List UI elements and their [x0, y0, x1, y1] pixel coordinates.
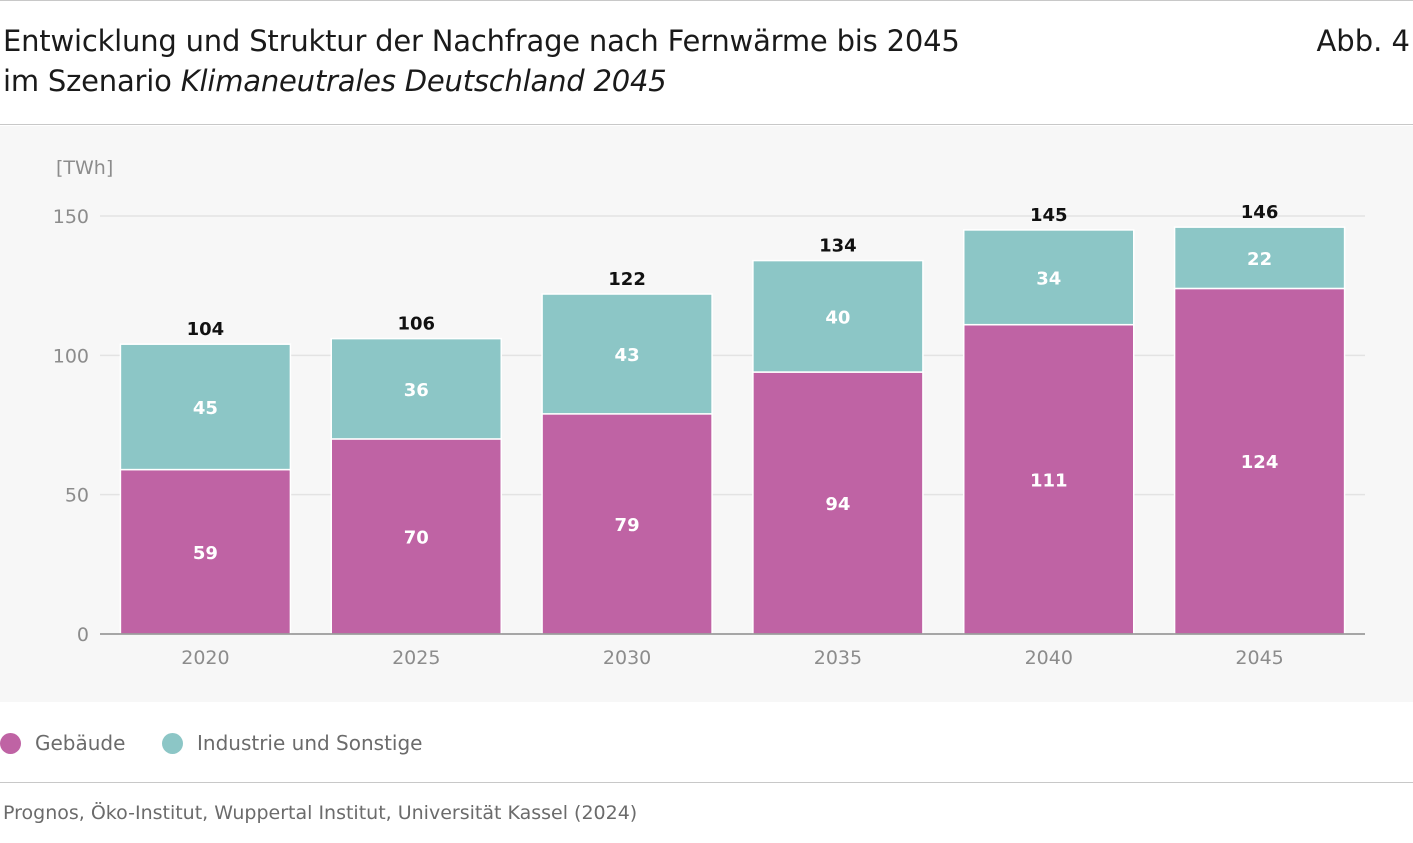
total-label-2035: 134 [819, 236, 857, 257]
total-label-2045: 146 [1241, 202, 1279, 223]
data-label-gebaeude-2045: 124 [1241, 452, 1279, 473]
footer-rule [0, 782, 1413, 783]
total-label-2025: 106 [397, 314, 435, 335]
top-rule [0, 0, 1413, 1]
y-tick-label-50: 50 [65, 485, 89, 507]
chart-title-prefix: im Szenario [3, 64, 181, 98]
y-axis-label: [TWh] [56, 157, 113, 179]
y-tick-label-100: 100 [53, 345, 89, 367]
legend-item-gebaeude: Gebäude [0, 731, 125, 755]
legend-swatch-gebaeude [0, 732, 21, 754]
data-label-gebaeude-2020: 59 [193, 543, 218, 564]
stacked-bar-chart: [TWh] 0 50 100 150 59 45 104 2020 70 36 106 2025 79 43… [53, 157, 1365, 669]
x-tick-label-2035: 2035 [814, 647, 862, 669]
bar-gebaeude-2025 [330, 438, 502, 635]
y-tick-label-150: 150 [53, 206, 89, 228]
data-label-gebaeude-2035: 94 [825, 494, 850, 515]
legend-swatch-industrie [162, 732, 183, 754]
x-tick-label-2020: 2020 [181, 647, 229, 669]
bar-gebaeude-2020 [119, 468, 292, 635]
chart-title-line-2: im Szenario Klimaneutrales Deutschland 2… [3, 64, 667, 98]
chart-panel: [TWh] 0 50 100 150 59 45 104 2020 70 36 106 2025 79 43… [0, 126, 1413, 702]
bar-industrie-2030 [541, 293, 713, 415]
x-tick-label-2025: 2025 [392, 647, 440, 669]
data-label-industrie-2030: 43 [615, 345, 640, 366]
bar-gebaeude-2040 [963, 323, 1135, 635]
data-label-industrie-2035: 40 [825, 307, 850, 328]
data-label-gebaeude-2040: 111 [1030, 470, 1068, 491]
total-label-2020: 104 [187, 319, 225, 340]
chart-title-line-1: Entwicklung und Struktur der Nachfrage n… [3, 24, 960, 58]
bar-industrie-2020 [119, 343, 292, 471]
legend-label-gebaeude: Gebäude [35, 731, 126, 755]
total-label-2030: 122 [608, 269, 646, 290]
bar-industrie-2025 [330, 337, 502, 440]
source-note: Prognos, Öko-Institut, Wuppertal Institu… [3, 802, 638, 824]
legend-label-industrie: Industrie und Sonstige [197, 731, 423, 755]
data-label-industrie-2045: 22 [1247, 249, 1272, 270]
x-tick-label-2045: 2045 [1235, 647, 1283, 669]
title-divider [0, 124, 1413, 125]
legend-item-industrie: Industrie und Sonstige [162, 731, 422, 755]
data-label-industrie-2020: 45 [193, 398, 218, 419]
data-label-gebaeude-2025: 70 [404, 527, 429, 548]
bar-industrie-2035 [752, 259, 924, 373]
data-label-gebaeude-2030: 79 [615, 515, 640, 536]
figure-label: Abb. 4 [1316, 24, 1410, 58]
bar-industrie-2045 [1173, 226, 1346, 290]
x-tick-label-2030: 2030 [603, 647, 651, 669]
data-label-industrie-2025: 36 [404, 380, 429, 401]
total-label-2040: 145 [1030, 205, 1068, 226]
x-tick-label-2040: 2040 [1025, 647, 1073, 669]
y-tick-label-0: 0 [77, 624, 89, 646]
bar-industrie-2040 [963, 229, 1135, 326]
data-label-industrie-2040: 34 [1036, 268, 1061, 289]
bar-gebaeude-2035 [752, 371, 924, 635]
scenario-name: Klimaneutrales Deutschland 2045 [180, 64, 667, 98]
